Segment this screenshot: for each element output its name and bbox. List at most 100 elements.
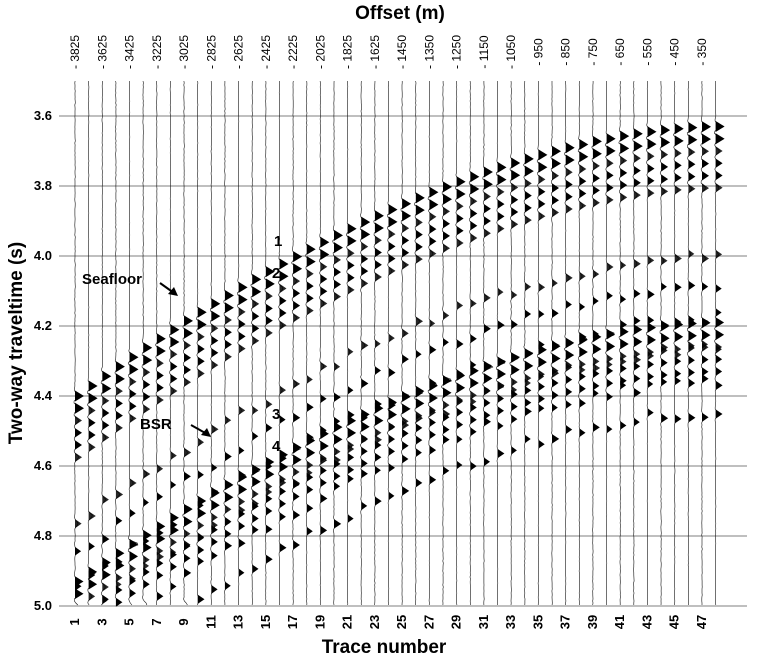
offset-tick-label: - 2825	[204, 35, 218, 69]
trace-tick-label: 23	[367, 615, 382, 629]
wavelet-peak	[197, 532, 204, 542]
wavelet-peak	[211, 537, 218, 547]
wavelet-peak	[606, 341, 616, 352]
wavelet-peak	[211, 585, 218, 594]
trace-26	[414, 80, 424, 605]
wavelet-peak	[102, 569, 111, 581]
wavelet-peak	[306, 293, 314, 303]
wavelet-peak	[320, 361, 328, 371]
wavelet-peak	[115, 423, 123, 433]
wavelet-peak	[224, 327, 232, 337]
wavelet-peak	[252, 336, 260, 346]
wavelet-peak	[592, 343, 602, 355]
wavelet-peak	[633, 289, 641, 299]
chart-title: Offset (m)	[355, 3, 445, 24]
wavelet-peak	[565, 375, 573, 385]
wavelet-peak	[184, 516, 193, 527]
wavelet-peak	[715, 329, 725, 341]
wavelet-peak	[211, 348, 219, 358]
wavelet-peak	[402, 210, 412, 222]
wavelet-peak	[415, 217, 423, 228]
wavelet-peak	[415, 448, 422, 457]
wavelet-peak	[702, 133, 711, 145]
wavelet-peak	[402, 260, 410, 270]
wavelet-peak	[156, 358, 164, 368]
wavelet-peak	[361, 216, 371, 228]
wavelet-peak	[565, 192, 573, 202]
wavelet-peak	[361, 228, 371, 240]
wavelet-peak	[565, 154, 575, 166]
wavelet-peak	[661, 256, 668, 266]
wavelet-peak	[156, 558, 164, 568]
plot-area	[59, 80, 747, 607]
wavelet-peak	[620, 130, 630, 142]
wavelet-peak	[429, 430, 436, 440]
wavelet-peak	[456, 301, 464, 310]
wavelet-peak	[456, 213, 464, 224]
wavelet-peak	[579, 151, 589, 163]
annotation-label: 1	[274, 233, 282, 250]
wavelet-peak	[483, 457, 490, 467]
wavelet-peak	[361, 278, 369, 289]
wavelet-peak	[511, 385, 518, 395]
y-tick-label: 3.8	[34, 178, 52, 193]
wavelet-peak	[592, 185, 600, 196]
wavelet-peak	[688, 249, 695, 259]
wavelet-peak	[129, 389, 137, 399]
wavelet-peak	[293, 510, 301, 520]
offset-tick-label: - 3025	[177, 35, 191, 69]
offset-tick-label: - 450	[668, 38, 682, 66]
wavelet-peak	[633, 355, 642, 365]
wavelet-peak	[715, 409, 723, 419]
wavelet-peak	[279, 320, 287, 330]
wavelet-peak	[647, 289, 655, 300]
wavelet-peak	[88, 418, 96, 428]
wavelet-peak	[224, 290, 234, 301]
trace-tick-label: 29	[449, 615, 464, 629]
wavelet-peak	[88, 392, 98, 404]
wavelet-peak	[538, 372, 545, 381]
wavelet-peak	[334, 362, 341, 371]
wavelet-peak	[279, 270, 289, 282]
wavelet-peak	[538, 382, 545, 392]
wavelet-peak	[579, 359, 586, 369]
wavelet-peak	[633, 128, 643, 140]
wavelet-peak	[511, 319, 518, 330]
wavelet-peak	[402, 223, 410, 233]
wavelet-peak	[306, 447, 316, 459]
wavelet-peak	[661, 136, 671, 148]
wavelet-peak	[715, 308, 722, 317]
wavelet-peak	[511, 414, 518, 424]
trace-30	[468, 80, 477, 606]
wavelet-peak	[265, 554, 273, 564]
wavelet-peak	[224, 352, 232, 362]
wavelet-peak	[279, 461, 288, 473]
wavelet-peak	[279, 499, 286, 509]
wavelet-peak	[115, 386, 123, 396]
offset-tick-label: - 2225	[286, 35, 300, 69]
trace-20	[332, 80, 341, 606]
wavelet-peak	[429, 445, 437, 455]
wavelet-peak	[170, 562, 177, 572]
wavelet-peak	[606, 170, 614, 181]
wavelet-peak	[715, 170, 723, 181]
wavelet-peak	[538, 161, 548, 173]
wavelet-peak	[156, 528, 164, 538]
wavelet-peak	[470, 208, 478, 219]
wavelet-peak	[661, 370, 668, 380]
wavelet-peak	[538, 356, 547, 368]
wavelet-peak	[238, 521, 246, 531]
offset-tick-label: - 3825	[68, 35, 82, 69]
wavelet-peak	[102, 534, 110, 544]
wavelet-peak	[224, 491, 234, 503]
wavelet-peak	[211, 499, 220, 511]
wavelet-peak	[252, 489, 259, 499]
wavelet-peak	[552, 368, 560, 378]
wavelet-peak	[702, 253, 709, 264]
wavelet-peak	[88, 570, 96, 580]
wavelet-peak	[674, 369, 682, 379]
wavelet-peak	[511, 352, 518, 362]
wavelet-peak	[606, 354, 614, 364]
wavelet-peak	[170, 361, 178, 372]
wavelet-peak	[129, 478, 137, 488]
